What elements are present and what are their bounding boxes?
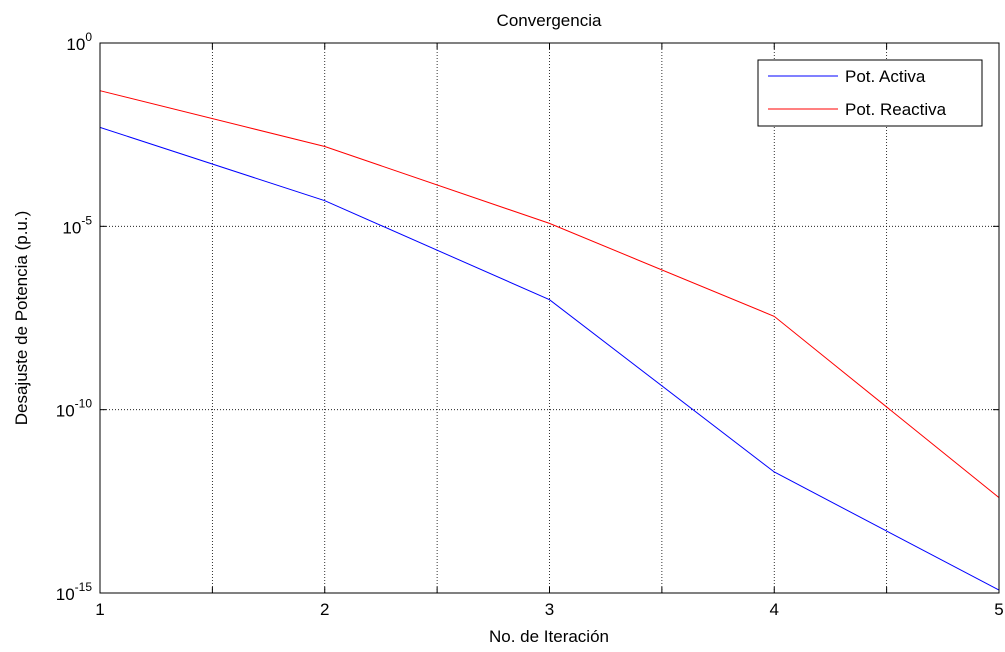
x-tick-label: 1 bbox=[95, 600, 104, 619]
plot-frame bbox=[99, 42, 1000, 594]
plot-area bbox=[100, 43, 999, 593]
chart-title: Convergencia bbox=[497, 11, 602, 30]
y-tick-label: 10-15 bbox=[56, 580, 93, 604]
x-tick-label: 2 bbox=[320, 600, 329, 619]
x-tick-labels: 1 2 3 4 5 bbox=[95, 600, 1003, 619]
legend: Pot. Activa Pot. Reactiva bbox=[757, 59, 983, 127]
series-line-pot-activa bbox=[99, 126, 1000, 591]
y-tick-labels: 100 10-5 10-10 10-15 bbox=[56, 30, 93, 604]
y-tick-label: 10-10 bbox=[56, 397, 93, 421]
x-tick-label: 4 bbox=[770, 600, 779, 619]
legend-box bbox=[757, 59, 983, 127]
x-axis-label: No. de Iteración bbox=[489, 627, 609, 646]
legend-label-pot-activa: Pot. Activa bbox=[845, 67, 926, 86]
legend-label-pot-reactiva: Pot. Reactiva bbox=[845, 100, 947, 119]
series-line-pot-reactiva bbox=[99, 90, 1000, 498]
series-lines bbox=[99, 90, 1000, 591]
x-tick-label: 5 bbox=[994, 600, 1003, 619]
x-tick-label: 3 bbox=[545, 600, 554, 619]
y-tick-label: 100 bbox=[66, 30, 92, 54]
y-tick-label: 10-5 bbox=[62, 213, 92, 237]
y-axis-label: Desajuste de Potencia (p.u.) bbox=[12, 211, 31, 426]
